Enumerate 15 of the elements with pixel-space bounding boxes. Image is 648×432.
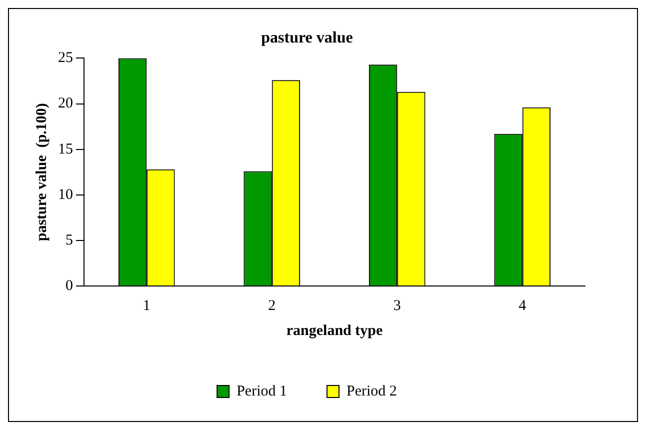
x-tick-label: 1 bbox=[142, 298, 150, 314]
legend-label: Period 1 bbox=[236, 383, 288, 400]
y-tick-label: 10 bbox=[58, 186, 73, 203]
y-axis-title: pasture value (p.100) bbox=[34, 103, 50, 242]
x-tick-label: 2 bbox=[268, 298, 276, 314]
chart-title: pasture value bbox=[261, 30, 353, 47]
y-tick-label: 15 bbox=[58, 141, 73, 158]
x-axis-title: rangeland type bbox=[286, 322, 383, 339]
legend-label: Period 2 bbox=[346, 383, 397, 400]
y-tick-label: 20 bbox=[58, 96, 73, 112]
y-tick-label: 25 bbox=[58, 50, 73, 66]
x-tick-label: 4 bbox=[518, 298, 527, 314]
y-tick-label: 5 bbox=[66, 232, 73, 248]
x-tick-label: 3 bbox=[393, 298, 401, 314]
y-tick-label: 0 bbox=[66, 278, 73, 294]
